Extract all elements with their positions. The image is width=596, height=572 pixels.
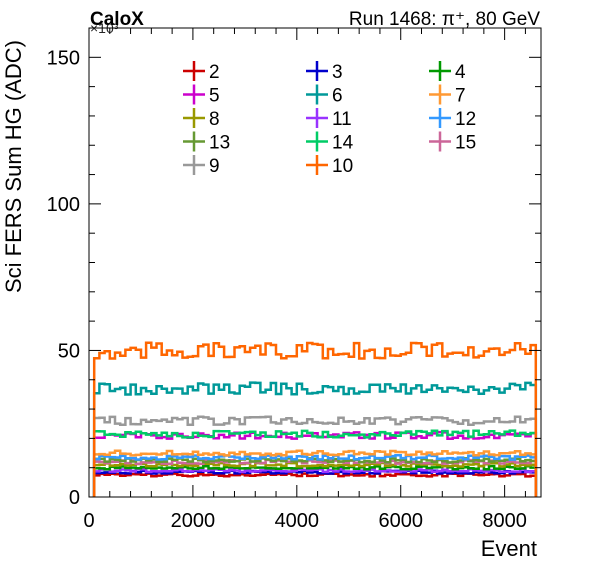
x-tick-label: 4000: [275, 510, 320, 532]
x-tick-label: 8000: [482, 510, 527, 532]
legend-label-8: 8: [209, 109, 220, 130]
legend-label-13: 13: [209, 133, 230, 154]
series-line-5: [92, 430, 538, 497]
series-line-14: [92, 429, 538, 497]
y-tick-label: 50: [58, 340, 80, 362]
legend-label-12: 12: [455, 109, 476, 130]
y-multiplier: ×10³: [90, 20, 119, 36]
y-tick-label: 150: [47, 47, 80, 69]
legend: 2 3 4 5 6 7 8 11 12 13 14 15 9 10: [183, 61, 476, 177]
x-tick-label: 2000: [171, 510, 216, 532]
legend-label-6: 6: [332, 86, 343, 107]
legend-label-5: 5: [209, 86, 220, 107]
series-line-10: [92, 341, 538, 497]
header-left: CaloX: [90, 9, 144, 30]
header-right: Run 1468: π⁺, 80 GeV: [349, 9, 540, 30]
legend-label-10: 10: [332, 156, 353, 177]
x-axis-label: Event: [481, 536, 537, 561]
series-layer: [92, 341, 538, 497]
series-line-12: [92, 454, 538, 497]
y-axis-label: Sci FERS Sum HG (ADC): [1, 40, 26, 293]
legend-label-7: 7: [455, 86, 466, 107]
x-tick-label: 0: [83, 510, 94, 532]
y-tick-label: 0: [69, 487, 80, 509]
series-line-3: [92, 469, 538, 497]
legend-label-3: 3: [332, 62, 343, 83]
series-line-9: [92, 415, 538, 497]
ticks-layer: 0 2000 4000 6000 8000 0 50 100 150: [47, 27, 541, 532]
series-line-15: [92, 458, 538, 497]
x-tick-label: 6000: [378, 510, 423, 532]
series-line-11: [92, 467, 538, 497]
y-tick-label: 100: [47, 194, 80, 216]
series-line-7: [92, 449, 538, 497]
legend-label-11: 11: [332, 109, 352, 130]
legend-label-9: 9: [209, 156, 220, 177]
legend-label-4: 4: [455, 62, 466, 83]
legend-label-15: 15: [455, 133, 476, 154]
legend-label-14: 14: [332, 133, 354, 154]
series-line-6: [92, 381, 538, 497]
legend-label-2: 2: [209, 62, 220, 83]
